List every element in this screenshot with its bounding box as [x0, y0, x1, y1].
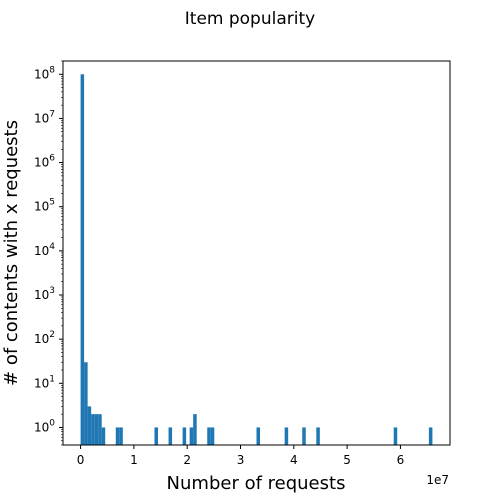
histogram-bar — [115, 427, 120, 445]
y-tick-label: 108 — [34, 65, 55, 81]
x-tick-label: 1 — [130, 453, 138, 467]
histogram-bar — [256, 427, 261, 445]
histogram-bar — [189, 427, 194, 445]
histogram-bar — [80, 74, 85, 445]
histogram-bar — [98, 414, 102, 445]
histogram-bar — [84, 362, 88, 445]
histogram-bar — [168, 427, 173, 445]
histogram-bar — [393, 427, 398, 445]
histogram-bar — [119, 427, 123, 445]
x-tick-label: 6 — [397, 453, 405, 467]
histogram-bar — [193, 414, 197, 445]
x-tick-label: 4 — [290, 453, 298, 467]
plot-frame — [62, 60, 451, 446]
x-axis-label: Number of requests — [167, 473, 346, 494]
x-tick-label: 0 — [77, 453, 85, 467]
chart-title: Item popularity — [185, 9, 315, 29]
y-tick-label: 103 — [34, 286, 55, 302]
histogram-bar — [428, 427, 433, 445]
histogram-bar — [154, 427, 158, 445]
y-tick-label: 101 — [34, 374, 55, 390]
histogram-bar — [284, 427, 289, 445]
histogram-bar — [182, 427, 187, 445]
y-axis-ticks: 100 101 102 103 104 105 106 107 108 — [34, 60, 63, 446]
y-tick-label: 106 — [34, 154, 55, 170]
x-tick-label: 3 — [237, 453, 245, 467]
histogram-bar — [94, 414, 99, 445]
y-tick-label: 100 — [34, 418, 55, 434]
bars-group — [80, 74, 433, 445]
histogram-bar — [91, 414, 95, 445]
y-axis-label: # of contents with x requests — [1, 120, 22, 386]
x-axis-ticks: 0 1 2 3 4 5 6 — [77, 445, 404, 467]
histogram-bar — [316, 427, 320, 445]
y-tick-label: 105 — [34, 198, 55, 214]
y-tick-label: 104 — [34, 242, 55, 258]
y-tick-label: 107 — [34, 109, 55, 125]
x-tick-label: 2 — [183, 453, 191, 467]
histogram-bar — [210, 427, 215, 445]
histogram-bar — [101, 427, 106, 445]
histogram-bar — [87, 406, 92, 445]
x-tick-label: 5 — [343, 453, 351, 467]
y-tick-label: 102 — [34, 330, 55, 346]
histogram-bar — [207, 427, 211, 445]
histogram-bar — [302, 427, 306, 445]
x-axis-offset-label: 1e7 — [426, 473, 449, 487]
